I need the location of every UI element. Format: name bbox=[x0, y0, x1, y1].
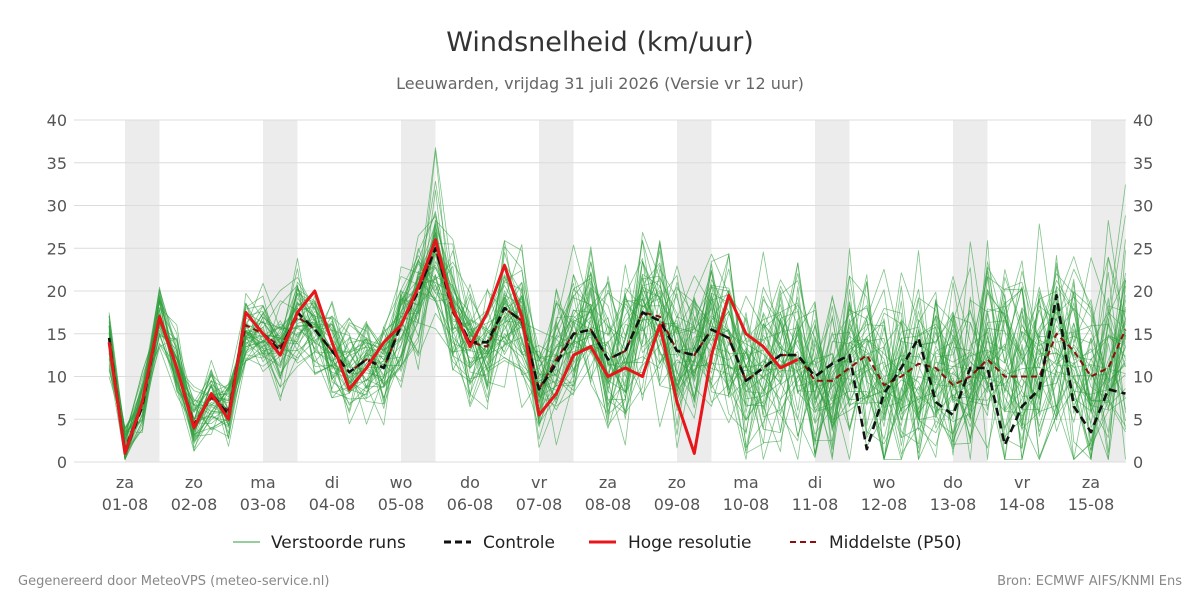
x-tick-date: 05-08 bbox=[378, 495, 425, 514]
x-tick-day: vr bbox=[531, 473, 547, 492]
x-tick-day: do bbox=[943, 473, 963, 492]
series-line-hoge-resolutie bbox=[107, 238, 799, 455]
y-tick-label: 30 bbox=[1133, 197, 1153, 216]
footer-source: Bron: ECMWF AIFS/KNMI Ens bbox=[997, 574, 1182, 589]
x-tick-date: 11-08 bbox=[792, 495, 839, 514]
chart-title: Windsnelheid (km/uur) bbox=[446, 27, 754, 58]
y-tick-label: 10 bbox=[47, 368, 67, 387]
x-tick-date: 07-08 bbox=[516, 495, 563, 514]
x-tick-date: 12-08 bbox=[861, 495, 908, 514]
y-tick-label: 15 bbox=[1133, 325, 1153, 344]
x-tick-day: za bbox=[116, 473, 134, 492]
y-tick-label: 0 bbox=[1133, 453, 1143, 472]
ensemble-member-line bbox=[108, 260, 1126, 442]
ensemble-member-line bbox=[108, 223, 1126, 460]
x-axis: za 01-08 zo 02-08 ma 03-08 di 04-08 wo 05-08 do 06-… bbox=[102, 473, 1115, 514]
series-line-controle bbox=[107, 247, 1126, 455]
y-axis-right: 0 5 10 15 20 25 30 35 40 bbox=[1133, 111, 1153, 472]
x-tick-day: do bbox=[460, 473, 480, 492]
y-tick-label: 40 bbox=[47, 111, 67, 130]
y-tick-label: 20 bbox=[47, 282, 67, 301]
ensemble-member-line bbox=[108, 228, 1126, 460]
y-tick-label: 0 bbox=[57, 453, 67, 472]
ensemble-member-line bbox=[108, 235, 1126, 429]
x-tick-day: zo bbox=[668, 473, 686, 492]
x-tick-date: 01-08 bbox=[102, 495, 149, 514]
y-tick-label: 15 bbox=[47, 325, 67, 344]
legend-label-verstoorde: Verstoorde runs bbox=[271, 533, 406, 553]
y-tick-label: 25 bbox=[47, 239, 67, 258]
ensemble-member-line bbox=[108, 219, 1126, 455]
ensemble-member-line bbox=[108, 247, 1126, 460]
x-tick-day: di bbox=[808, 473, 823, 492]
x-tick-day: wo bbox=[873, 473, 896, 492]
legend-label-controle: Controle bbox=[483, 533, 555, 553]
ensemble-member-line bbox=[108, 249, 1126, 460]
x-tick-date: 06-08 bbox=[447, 495, 494, 514]
x-tick-date: 08-08 bbox=[585, 495, 632, 514]
x-tick-day: ma bbox=[733, 473, 758, 492]
y-axis-left: 0 5 10 15 20 25 30 35 40 bbox=[47, 111, 67, 472]
main-series bbox=[107, 238, 1127, 455]
legend-label-p50: Middelste (P50) bbox=[829, 533, 962, 553]
x-tick-day: wo bbox=[390, 473, 413, 492]
legend-label-hoge-resolutie: Hoge resolutie bbox=[628, 533, 752, 553]
x-tick-date: 14-08 bbox=[999, 495, 1046, 514]
x-tick-date: 04-08 bbox=[309, 495, 356, 514]
x-tick-day: vr bbox=[1014, 473, 1030, 492]
legend: Verstoorde runs Controle Hoge resolutie … bbox=[233, 533, 962, 553]
footer-generated-by: Gegenereerd door MeteoVPS (meteo-service… bbox=[18, 574, 329, 589]
y-tick-label: 40 bbox=[1133, 111, 1153, 130]
y-tick-label: 5 bbox=[1133, 410, 1143, 429]
y-tick-label: 20 bbox=[1133, 282, 1153, 301]
y-tick-label: 35 bbox=[1133, 154, 1153, 173]
x-tick-date: 15-08 bbox=[1068, 495, 1115, 514]
ensemble-member-line bbox=[108, 226, 1126, 452]
x-tick-day: ma bbox=[250, 473, 275, 492]
y-tick-label: 10 bbox=[1133, 368, 1153, 387]
y-tick-label: 30 bbox=[47, 197, 67, 216]
y-tick-label: 35 bbox=[47, 154, 67, 173]
grid-lines bbox=[74, 119, 1126, 463]
x-tick-day: di bbox=[325, 473, 340, 492]
ensemble-member-line bbox=[108, 261, 1126, 460]
x-tick-date: 10-08 bbox=[723, 495, 770, 514]
ensemble-members bbox=[108, 147, 1126, 460]
chart-subtitle: Leeuwarden, vrijdag 31 juli 2026 (Versie… bbox=[396, 74, 804, 93]
x-tick-day: za bbox=[1082, 473, 1100, 492]
ensemble-member-line bbox=[108, 147, 1126, 460]
x-tick-date: 09-08 bbox=[654, 495, 701, 514]
ensemble-member-line bbox=[108, 224, 1126, 459]
x-tick-date: 02-08 bbox=[171, 495, 218, 514]
x-tick-day: zo bbox=[185, 473, 203, 492]
y-tick-label: 25 bbox=[1133, 239, 1153, 258]
x-tick-date: 03-08 bbox=[240, 495, 287, 514]
y-tick-label: 5 bbox=[57, 410, 67, 429]
ensemble-member-line bbox=[108, 267, 1126, 460]
x-tick-day: za bbox=[599, 473, 617, 492]
x-tick-date: 13-08 bbox=[930, 495, 977, 514]
ensemble-member-line bbox=[108, 215, 1126, 460]
